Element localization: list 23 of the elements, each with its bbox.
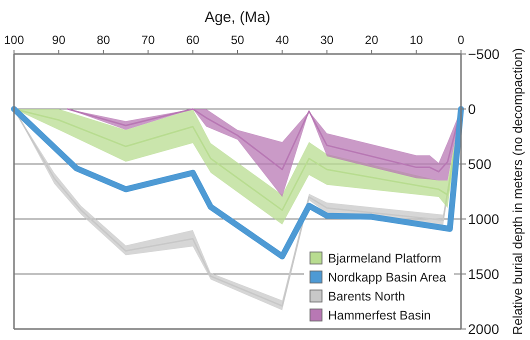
- x-tick-label: 50: [230, 33, 244, 47]
- legend-label: Hammerfest Basin: [328, 308, 431, 322]
- y-tick-label: 2000: [468, 320, 500, 337]
- y-tick-label: 1500: [468, 266, 500, 282]
- y-tick-label: 500: [468, 156, 492, 172]
- x-tick-label: 0: [458, 33, 465, 47]
- y-tick-label: 1000: [468, 210, 500, 227]
- legend-label: Bjarmeland Platform: [328, 251, 442, 266]
- y-axis-title: Relative burial depth in meters (no decompaction): [510, 48, 525, 335]
- legend-label: Barents North: [328, 289, 406, 304]
- y-tick-label: 0: [468, 100, 476, 117]
- x-tick-label: 30: [320, 33, 334, 47]
- x-tick-label: 90: [52, 33, 66, 47]
- x-tick-label: 60: [186, 33, 200, 47]
- x-tick-label: 100: [4, 33, 24, 47]
- x-tick-label: 80: [96, 33, 110, 47]
- x-axis-title: Age, (Ma): [204, 9, 270, 26]
- legend-label: Nordkapp Basin Area: [328, 270, 446, 284]
- x-tick-label: 40: [276, 33, 290, 47]
- x-tick-label: 10: [410, 33, 424, 47]
- x-tick-label: 70: [141, 33, 156, 47]
- y-tick-label: −500: [468, 46, 500, 62]
- x-tick-label: 20: [364, 33, 379, 47]
